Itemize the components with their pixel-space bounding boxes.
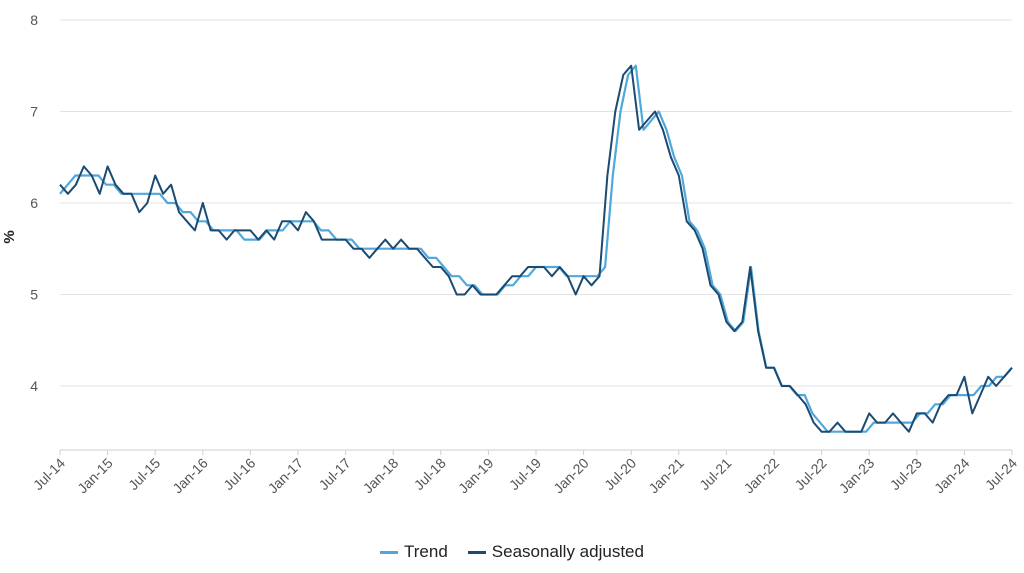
x-tick-label: Jul-16 (220, 455, 258, 493)
x-tick-label: Jan-17 (265, 455, 307, 497)
x-tick-label: Jan-21 (645, 455, 687, 497)
x-tick-label: Jan-18 (360, 455, 402, 497)
legend-item-trend[interactable]: Trend (380, 542, 448, 562)
plot-area (59, 64, 1013, 433)
x-tick-label: Jan-19 (455, 455, 497, 497)
x-tick-label: Jul-20 (601, 455, 639, 493)
y-tick-label: 7 (30, 103, 38, 119)
y-tick-label: 4 (30, 378, 38, 394)
legend-label-seasonally-adjusted: Seasonally adjusted (491, 542, 644, 561)
x-tick-label: Jan-16 (169, 455, 211, 497)
x-tick-label: Jan-23 (836, 455, 878, 497)
x-tick-label: Jul-24 (982, 455, 1020, 493)
legend-label-trend: Trend (404, 542, 448, 561)
x-tick-label: Jul-23 (887, 455, 925, 493)
x-tick-label: Jan-22 (741, 455, 783, 497)
x-tick-label: Jul-17 (315, 455, 353, 493)
trend-swatch (380, 550, 399, 554)
x-tick-label: Jul-14 (30, 455, 68, 493)
gridlines (60, 19, 1012, 451)
x-tick-label: Jul-22 (791, 455, 829, 493)
y-tick-label: 6 (30, 195, 38, 211)
x-tick-label: Jul-15 (125, 455, 163, 493)
series-line-trend[interactable] (59, 64, 1013, 433)
y-tick-label: 8 (30, 12, 38, 28)
x-axis: Jul-14 Jan-15 Jul-15 Jan-16 Jul-16 Jan-17 Jul-… (30, 450, 1020, 496)
x-tick-label: Jan-15 (74, 455, 116, 497)
series-line-seasonally-adjusted[interactable] (59, 64, 1013, 433)
y-axis: 4 5 6 7 8 (30, 12, 38, 394)
seasonally-adjusted-swatch (467, 550, 486, 554)
legend: Trend Seasonally adjusted (0, 542, 1024, 562)
y-tick-label: 5 (30, 286, 38, 302)
x-tick-label: Jan-24 (931, 455, 973, 497)
x-tick-label: Jan-20 (550, 455, 592, 497)
legend-item-seasonally-adjusted[interactable]: Seasonally adjusted (467, 542, 644, 562)
x-tick-label: Jul-18 (411, 455, 449, 493)
y-axis-title: % (1, 230, 18, 243)
x-tick-label: Jul-19 (506, 455, 544, 493)
x-tick-label: Jul-21 (696, 455, 734, 493)
